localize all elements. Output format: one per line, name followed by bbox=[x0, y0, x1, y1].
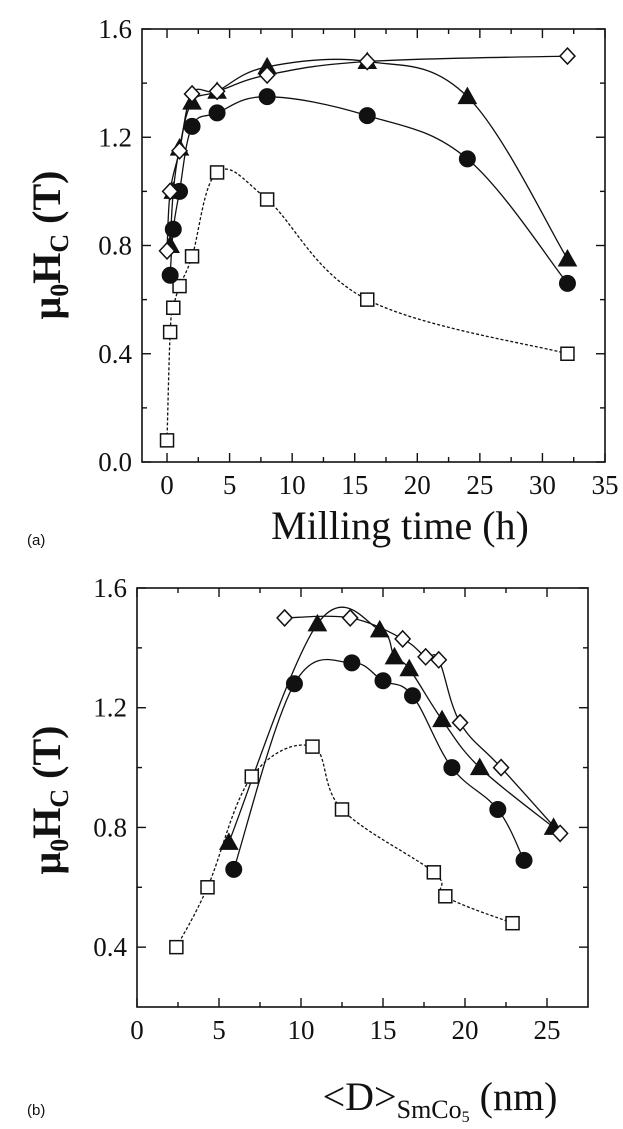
panel-b-x-tick-label: 0 bbox=[130, 1015, 144, 1045]
panel-b-point-diamond-open bbox=[492, 758, 510, 777]
panel-b-point-circle-filled bbox=[374, 672, 392, 690]
panel-b-point-square-open bbox=[305, 739, 320, 754]
panel-b-point-circle-filled bbox=[443, 759, 461, 777]
panel-a-point-diamond-open bbox=[558, 46, 576, 66]
panel-b-x-tick-label: 20 bbox=[452, 1015, 479, 1045]
panel-a-point-circle-filled bbox=[183, 117, 201, 135]
panel-a-point-triangle-filled bbox=[457, 86, 478, 105]
panel-a-point-circle-filled bbox=[558, 274, 576, 292]
panel-a-point-square-open bbox=[172, 278, 187, 294]
panel-b-point-circle-filled bbox=[404, 687, 422, 705]
panel-a-point-diamond-open bbox=[258, 65, 276, 85]
panel-b-point-triangle-filled bbox=[469, 757, 490, 776]
panel-a-tag: (a) bbox=[27, 532, 45, 549]
panel-a-chart: 0 5 10 15 20 25 30 35 0.0 0.4 0.8 1.2 1.6 Milling ti… bbox=[24, 14, 619, 549]
panel-a-point-diamond-open bbox=[161, 182, 179, 201]
panel-a-point-square-open bbox=[359, 292, 375, 307]
panel-b-point-square-open bbox=[505, 915, 520, 931]
panel-b-point-diamond-open bbox=[394, 629, 412, 648]
panel-b-point-square-open bbox=[334, 802, 350, 817]
panel-b-point-square-open bbox=[169, 939, 184, 955]
panel-b-point-circle-filled bbox=[489, 800, 507, 818]
panel-b-point-triangle-filled bbox=[307, 613, 328, 632]
panel-b-point-triangle-filled bbox=[384, 646, 405, 665]
panel-b-point-diamond-open bbox=[276, 608, 294, 628]
panel-b-series-square-open-line bbox=[175, 744, 513, 948]
panel-b-y-tick-label: 0.8 bbox=[93, 812, 127, 842]
panel-a-point-diamond-open bbox=[208, 82, 226, 101]
panel-b-plot-frame bbox=[136, 587, 589, 1008]
panel-a-x-tick-label: 0 bbox=[160, 470, 174, 500]
panel-b-point-triangle-filled bbox=[432, 709, 452, 728]
panel-a-point-triangle-filled bbox=[557, 249, 578, 267]
panel-b-x-tick-label: 10 bbox=[288, 1015, 315, 1045]
panel-b-x-tick-label: 25 bbox=[534, 1015, 561, 1045]
panel-b-point-circle-filled bbox=[225, 860, 243, 878]
panel-b-chart: 0 5 10 15 20 25 0.4 0.8 1.2 1.6 <D>SmCo5 (nm) μ0H… bbox=[24, 573, 589, 1126]
panel-a-x-tick-label: 10 bbox=[279, 470, 306, 500]
panel-a-point-square-open bbox=[184, 249, 200, 264]
panel-a-x-tick-label: 5 bbox=[223, 470, 237, 500]
panel-a-point-circle-filled bbox=[164, 220, 182, 238]
panel-a-x-axis-label: Milling time (h) bbox=[271, 503, 529, 548]
panel-a-point-square-open bbox=[166, 300, 181, 315]
panel-a-point-diamond-open bbox=[183, 84, 201, 104]
panel-b-y-tick-label: 0.4 bbox=[93, 932, 127, 962]
panel-b-point-square-open bbox=[438, 889, 453, 904]
panel-a-point-square-open bbox=[162, 324, 178, 340]
panel-b-point-triangle-filled bbox=[218, 832, 239, 850]
panel-a-y-tick-label: 0.4 bbox=[98, 339, 132, 369]
panel-a-x-tick-label: 25 bbox=[466, 470, 493, 500]
panel-a-point-square-open bbox=[259, 192, 275, 207]
panel-a-x-tick-label: 20 bbox=[404, 470, 431, 500]
panel-b-point-diamond-open bbox=[551, 824, 569, 843]
panel-a-point-diamond-open bbox=[158, 241, 176, 261]
panel-b-y-tick-label: 1.2 bbox=[93, 693, 127, 723]
panel-a-series-circle-filled-line bbox=[169, 96, 569, 284]
panel-b-point-square-open bbox=[200, 880, 215, 895]
panel-b-point-square-open bbox=[426, 865, 442, 880]
panel-a-point-circle-filled bbox=[258, 88, 276, 106]
panel-b-point-diamond-open bbox=[430, 650, 448, 669]
panel-b-point-circle-filled bbox=[343, 654, 361, 672]
panel-a-y-axis-label: μ0HC (T) bbox=[24, 171, 74, 320]
panel-a-x-tick-label: 15 bbox=[341, 470, 368, 500]
panel-b-point-diamond-open bbox=[341, 608, 359, 628]
panel-a-point-circle-filled bbox=[458, 150, 476, 168]
panel-a-point-diamond-open bbox=[171, 141, 189, 160]
panel-b-y-axis-label: μ0HC (T) bbox=[24, 726, 74, 875]
panel-b-point-triangle-filled bbox=[399, 658, 420, 677]
panel-a-point-square-open bbox=[159, 433, 175, 448]
panel-a-x-tick-label: 30 bbox=[529, 470, 556, 500]
panel-b-x-tick-label: 5 bbox=[212, 1015, 226, 1045]
panel-a-y-tick-label: 1.6 bbox=[98, 14, 132, 44]
panel-b-point-square-open bbox=[244, 769, 260, 784]
panel-a-x-tick-label: 35 bbox=[592, 470, 619, 500]
panel-a-y-tick-label: 1.2 bbox=[98, 122, 132, 152]
panel-b-x-tick-label: 15 bbox=[370, 1015, 397, 1045]
panel-a-point-square-open bbox=[560, 346, 575, 361]
panel-b-x-axis-label: <D>SmCo5 (nm) bbox=[323, 1074, 558, 1126]
panel-a-point-circle-filled bbox=[358, 107, 376, 125]
panel-a-point-square-open bbox=[209, 165, 225, 180]
panel-a-point-diamond-open bbox=[358, 52, 376, 71]
panel-a-y-tick-label: 0.8 bbox=[98, 231, 132, 261]
panel-b-y-tick-label: 1.6 bbox=[93, 573, 127, 603]
panel-a-series-triangle-filled-line bbox=[169, 58, 569, 260]
panel-b-point-diamond-open bbox=[417, 647, 435, 666]
panel-b-point-circle-filled bbox=[515, 851, 533, 869]
panel-b-tag: (b) bbox=[27, 1102, 45, 1119]
panel-b-point-diamond-open bbox=[451, 713, 469, 732]
panel-a-point-circle-filled bbox=[208, 104, 226, 122]
panel-a-y-tick-label: 0.0 bbox=[98, 447, 132, 477]
panel-b-point-circle-filled bbox=[285, 675, 303, 693]
panel-a-point-circle-filled bbox=[161, 266, 179, 284]
panel-b-point-triangle-filled bbox=[369, 619, 390, 638]
